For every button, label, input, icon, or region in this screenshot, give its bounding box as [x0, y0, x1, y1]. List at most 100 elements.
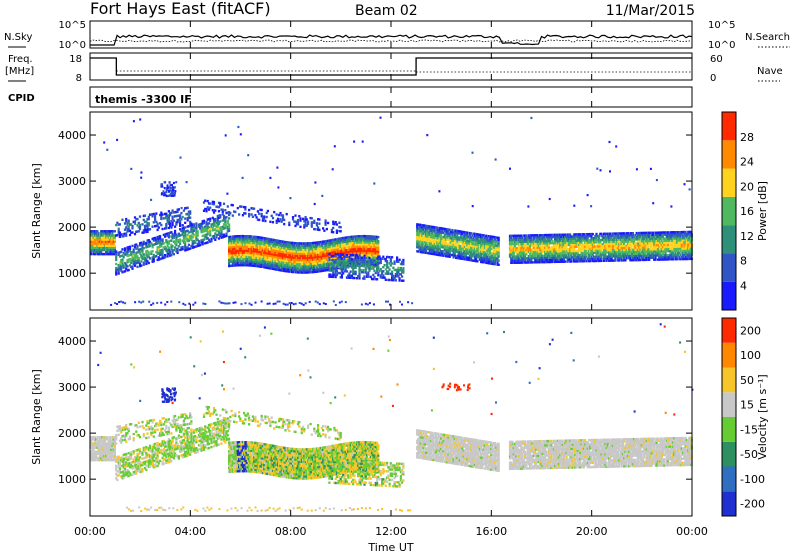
echo-cell [439, 239, 443, 242]
echo-cell [353, 247, 356, 251]
echo-cell [325, 239, 328, 243]
echo-cell [143, 220, 147, 224]
echo-cell [486, 261, 489, 265]
echo-cell [187, 239, 190, 242]
echo-cell [320, 251, 323, 254]
echo-cell [305, 258, 308, 262]
echo-cell [347, 240, 350, 243]
echo-cell [128, 264, 132, 267]
echo-cell [496, 259, 499, 262]
echo-cell [164, 212, 167, 216]
echo-cell [332, 247, 335, 250]
echo-cell [353, 235, 356, 238]
echo-cell [298, 258, 301, 262]
echo-cell [537, 256, 540, 260]
echo-cell [364, 267, 367, 270]
echo-cell [353, 243, 356, 247]
echo-cell [132, 252, 135, 255]
echo-cell [486, 255, 489, 258]
echo-cell [384, 278, 387, 281]
echo-cell [550, 235, 553, 239]
echo-cell [363, 256, 366, 260]
echo-cell [240, 259, 243, 263]
echo-cell [374, 241, 377, 245]
echo-cell [91, 236, 94, 239]
echo-cell [359, 268, 362, 272]
echo-cell [546, 254, 549, 257]
echo-cell [449, 239, 453, 242]
echo-cell [369, 237, 372, 240]
echo-cell [125, 234, 128, 237]
echo-cell [179, 216, 182, 219]
echo-cell [275, 221, 278, 224]
echo-cell [362, 271, 365, 274]
echo-cell [318, 268, 321, 271]
echo-cell [278, 243, 281, 247]
echo-cell [461, 253, 464, 256]
echo-cell [531, 252, 534, 256]
echo-cell [131, 257, 134, 260]
echo-cell [483, 242, 486, 246]
echo-cell [299, 252, 302, 255]
echo-cell [286, 249, 290, 252]
echo-cell [255, 254, 258, 257]
echo-cell [456, 231, 459, 235]
echo-cell [589, 253, 592, 257]
echo-cell [518, 238, 522, 241]
echo-cell [154, 214, 157, 218]
echo-cell [508, 243, 512, 246]
echo-cell [302, 250, 305, 253]
echo-cell [342, 236, 345, 240]
echo-cell [299, 246, 302, 249]
echo-cell [307, 258, 310, 262]
echo-cell [562, 254, 565, 257]
echo-cell [228, 225, 231, 228]
echo-cell [288, 249, 291, 253]
echo-cell [249, 262, 252, 265]
echo-cell [318, 241, 321, 244]
echo-cell [481, 250, 484, 253]
echo-cell [354, 237, 357, 240]
echo-cell [574, 258, 577, 261]
echo-cell [482, 248, 485, 252]
echo-cell [490, 245, 493, 249]
echo-cell [451, 249, 454, 253]
echo-cell [376, 260, 379, 263]
echo-cell [274, 245, 277, 248]
echo-cell [518, 244, 522, 248]
echo-cell [457, 230, 460, 233]
echo-cell [112, 250, 115, 254]
echo-cell [592, 247, 596, 250]
echo-cell [271, 253, 275, 256]
echo-cell [231, 237, 234, 240]
echo-cell [591, 243, 594, 246]
echo-cell [444, 250, 448, 254]
echo-cell [586, 243, 589, 246]
echo-cell [290, 266, 293, 269]
echo-cell [348, 244, 351, 247]
echo-cell [275, 264, 278, 267]
echo-cell [196, 232, 199, 235]
echo-cell [335, 258, 338, 262]
echo-cell [418, 248, 421, 251]
echo-cell [231, 258, 234, 261]
echo-cell [597, 255, 601, 258]
echo-cell [204, 227, 207, 230]
echo-cell [552, 246, 555, 249]
echo-cell [108, 238, 111, 241]
echo-cell [322, 267, 325, 270]
echo-cell [309, 242, 312, 245]
echo-cell [169, 231, 172, 234]
echo-cell [600, 259, 603, 262]
echo-cell [265, 260, 268, 263]
echo-cell [423, 224, 426, 227]
echo-cell [348, 257, 351, 261]
echo-cell [359, 258, 362, 261]
echo-cell [142, 257, 145, 260]
echo-cell [210, 223, 213, 226]
echo-cell [348, 274, 351, 277]
echo-cell [111, 248, 114, 252]
echo-cell [234, 210, 237, 214]
echo-cell [324, 240, 327, 243]
echo-cell [295, 260, 298, 264]
